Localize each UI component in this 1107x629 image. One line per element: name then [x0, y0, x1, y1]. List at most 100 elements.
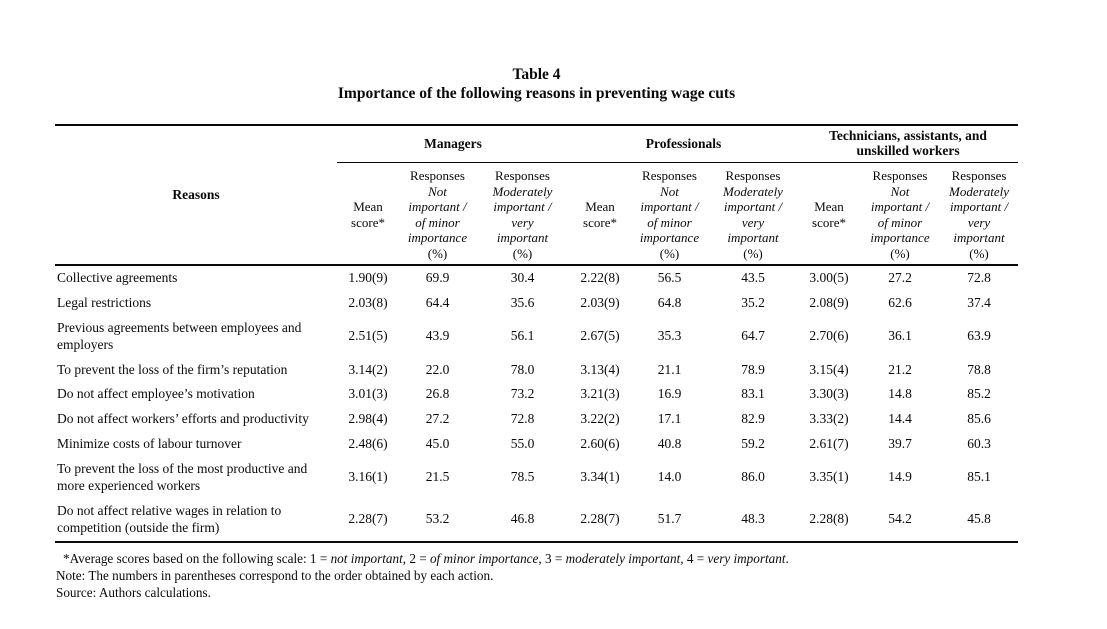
table-row: Do not affect relative wages in relation…	[55, 499, 1018, 542]
value-cell: 30.4	[510, 270, 535, 286]
value-cell: 85.2	[967, 386, 991, 402]
footnote-scale-segment: of minor importance	[429, 551, 539, 566]
value-cell: 59.2	[741, 436, 765, 452]
value-cell: 43.9	[425, 328, 450, 344]
footnote-scale-segment: *Average scores based on the following s…	[63, 551, 331, 566]
subheader-responses-label: Responses	[495, 168, 550, 184]
group-header-professionals: Professionals	[569, 125, 798, 164]
value-cell: 2.98(4)	[348, 411, 388, 427]
value-cell: 14.8	[888, 386, 912, 402]
value-cell: 21.5	[425, 469, 450, 485]
footnote-scale-segment: , 4 =	[680, 551, 708, 566]
reason-cell: Legal restrictions	[57, 294, 152, 310]
value-cell: 56.1	[510, 328, 535, 344]
value-cell: 73.2	[510, 386, 535, 402]
subheader-moderately-range: Moderately important / very important	[492, 183, 553, 246]
subheader-row: Mean score* Responses Not important / of…	[55, 162, 1019, 267]
table-row: Minimize costs of labour turnover 2.48(6)…	[55, 432, 1018, 457]
value-cell: 3.15(4)	[809, 361, 849, 377]
value-cell: 55.0	[510, 436, 535, 452]
table-caption: Table 4 Importance of the following reas…	[55, 66, 1018, 104]
value-cell: 2.28(7)	[348, 511, 388, 527]
value-cell: 17.1	[657, 411, 682, 427]
value-cell: 3.00(5)	[809, 270, 849, 286]
value-cell: 27.2	[425, 411, 450, 427]
value-cell: 62.6	[888, 294, 912, 310]
value-cell: 21.2	[888, 361, 912, 377]
footnote-scale-segment: very important	[707, 551, 786, 566]
value-cell: 64.4	[425, 294, 450, 310]
value-cell: 2.28(8)	[809, 511, 849, 527]
table-caption-title: Importance of the following reasons in p…	[337, 84, 736, 102]
value-cell: 56.5	[657, 270, 682, 286]
value-cell: 3.14(2)	[348, 361, 388, 377]
table-caption-number: Table 4	[512, 66, 561, 83]
footnote-source: Source: Authors calculations.	[56, 585, 211, 601]
value-cell: 48.3	[741, 511, 765, 527]
value-cell: 14.4	[888, 411, 912, 427]
table-row: Previous agreements between employees an…	[55, 316, 1018, 358]
value-cell: 2.03(8)	[348, 294, 388, 310]
value-cell: 85.6	[967, 411, 991, 427]
value-cell: 35.2	[741, 294, 765, 310]
subheader-mean-managers: Mean score*	[337, 162, 399, 267]
value-cell: 3.33(2)	[809, 411, 849, 427]
value-cell: 16.9	[657, 386, 682, 402]
subheader-percent-label: (%)	[512, 245, 533, 261]
subheader-responses-label: Responses	[725, 168, 781, 184]
value-cell: 54.2	[888, 511, 912, 527]
value-cell: 72.8	[967, 270, 991, 286]
value-cell: 78.8	[967, 361, 991, 377]
value-cell: 64.7	[741, 328, 765, 344]
subheader-mean-technicians: Mean score*	[798, 162, 860, 267]
value-cell: 2.61(7)	[809, 436, 849, 452]
reason-cell: Collective agreements	[57, 270, 178, 286]
subheader-notimportant-technicians: Responses Not important / of minor impor…	[860, 162, 940, 267]
value-cell: 3.01(3)	[348, 386, 388, 402]
value-cell: 39.7	[888, 436, 912, 452]
value-cell: 37.4	[967, 294, 991, 310]
reason-cell: To prevent the loss of the firm’s reputa…	[57, 361, 288, 377]
footnote-scale-segment: , 3 =	[538, 551, 566, 566]
value-cell: 35.6	[510, 294, 535, 310]
value-cell: 82.9	[741, 411, 765, 427]
group-header-technicians: Technicians, assistants, and unskilled w…	[798, 125, 1019, 164]
value-cell: 3.13(4)	[580, 361, 620, 377]
reason-cell: Do not affect workers’ efforts and produ…	[57, 411, 309, 427]
group-header-row: Reasons Managers Professionals Technicia…	[55, 125, 1019, 267]
subheader-notimportant-range: Not important / of minor importance	[407, 183, 468, 246]
subheader-percent-label: (%)	[743, 245, 763, 261]
reason-cell: Minimize costs of labour turnover	[57, 436, 242, 452]
value-cell: 46.8	[510, 511, 535, 527]
value-cell: 86.0	[741, 469, 765, 485]
subheader-moderately-technicians: Responses Moderately important / very im…	[940, 162, 1019, 267]
reason-cell: Do not affect employee’s motivation	[57, 386, 255, 402]
subheader-responses-label: Responses	[951, 168, 1007, 184]
subheader-notimportant-managers: Responses Not important / of minor impor…	[399, 162, 476, 267]
footnote-scale-segment: .	[785, 551, 789, 566]
subheader-moderately-range: Moderately important / very important	[949, 183, 1009, 246]
value-cell: 3.30(3)	[809, 386, 849, 402]
table-row: Collective agreements 1.90(9) 69.9 30.4 2.22…	[55, 265, 1018, 291]
value-cell: 83.1	[741, 386, 765, 402]
value-cell: 63.9	[967, 328, 991, 344]
value-cell: 1.90(9)	[348, 270, 388, 286]
table-row: Legal restrictions 2.03(8) 64.4 35.6 2.03(9)…	[55, 291, 1018, 316]
table-row: Do not affect employee’s motivation 3.01(…	[55, 382, 1018, 407]
value-cell: 60.3	[967, 436, 991, 452]
subheader-moderately-range: Moderately important / very important	[723, 183, 783, 246]
table-row: To prevent the loss of the firm’s reputa…	[55, 358, 1018, 383]
subheader-notimportant-professionals: Responses Not important / of minor impor…	[631, 162, 708, 267]
reasons-column-header: Reasons	[55, 125, 337, 267]
subheader-responses-label: Responses	[872, 168, 928, 184]
value-cell: 45.8	[967, 511, 991, 527]
value-cell: 36.1	[888, 328, 912, 344]
subheader-percent-label: (%)	[659, 245, 680, 261]
value-cell: 14.9	[888, 469, 912, 485]
value-cell: 2.28(7)	[580, 511, 620, 527]
subheader-percent-label: (%)	[890, 245, 910, 261]
value-cell: 3.21(3)	[580, 386, 620, 402]
table-row: Do not affect workers’ efforts and produ…	[55, 407, 1018, 432]
value-cell: 2.22(8)	[580, 270, 620, 286]
value-cell: 85.1	[967, 469, 991, 485]
